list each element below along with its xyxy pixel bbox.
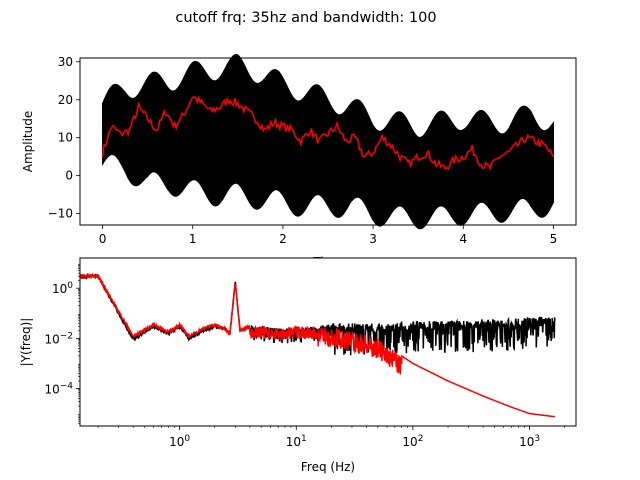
frequency-domain-data [79,272,556,418]
x-tick-label: 5 [550,232,558,246]
y-tick-label: 10 [58,131,73,145]
time-domain-data [101,53,555,230]
frequency-domain-plot: 100 101 102 103 10−4 10−2 100 |Y(freq)| Freq (… [19,257,577,474]
figure-title: cutoff frq: 35hz and bandwidth: 100 [175,10,436,26]
x-tick-label: 102 [402,434,423,449]
y-tick-label: 30 [58,55,73,69]
y-tick-label: 10−4 [44,382,73,397]
y-tick-label: 20 [58,93,73,107]
x-tick-label: 4 [459,232,467,246]
filtered-signal-line [101,95,555,171]
y-tick-label: 100 [52,281,73,296]
x-tick-label: 1 [189,232,197,246]
raw-signal-band [102,53,554,230]
y-tick-label: 10−2 [44,331,73,346]
frequency-domain-xlabel: Freq (Hz) [301,460,355,474]
filtered-spectrum-line [79,272,555,418]
x-tick-label: 2 [279,232,287,246]
time-domain-ylabel: Amplitude [21,111,35,173]
y-tick-label: 0 [65,169,73,183]
x-tick-label: 103 [519,434,540,449]
y-tick-label: −10 [48,207,73,221]
frequency-domain-ticks: 100 101 102 103 10−4 10−2 100 [44,263,565,449]
x-tick-label: 0 [99,232,107,246]
time-domain-axes-frame [79,57,577,226]
time-domain-ticks: 0 1 2 3 4 5 −10 0 10 20 30 [48,55,558,246]
x-tick-label: 100 [169,434,190,449]
x-tick-label: 3 [369,232,377,246]
x-tick-label: 101 [286,434,307,449]
frequency-domain-ylabel: |Y(freq)| [19,318,33,367]
